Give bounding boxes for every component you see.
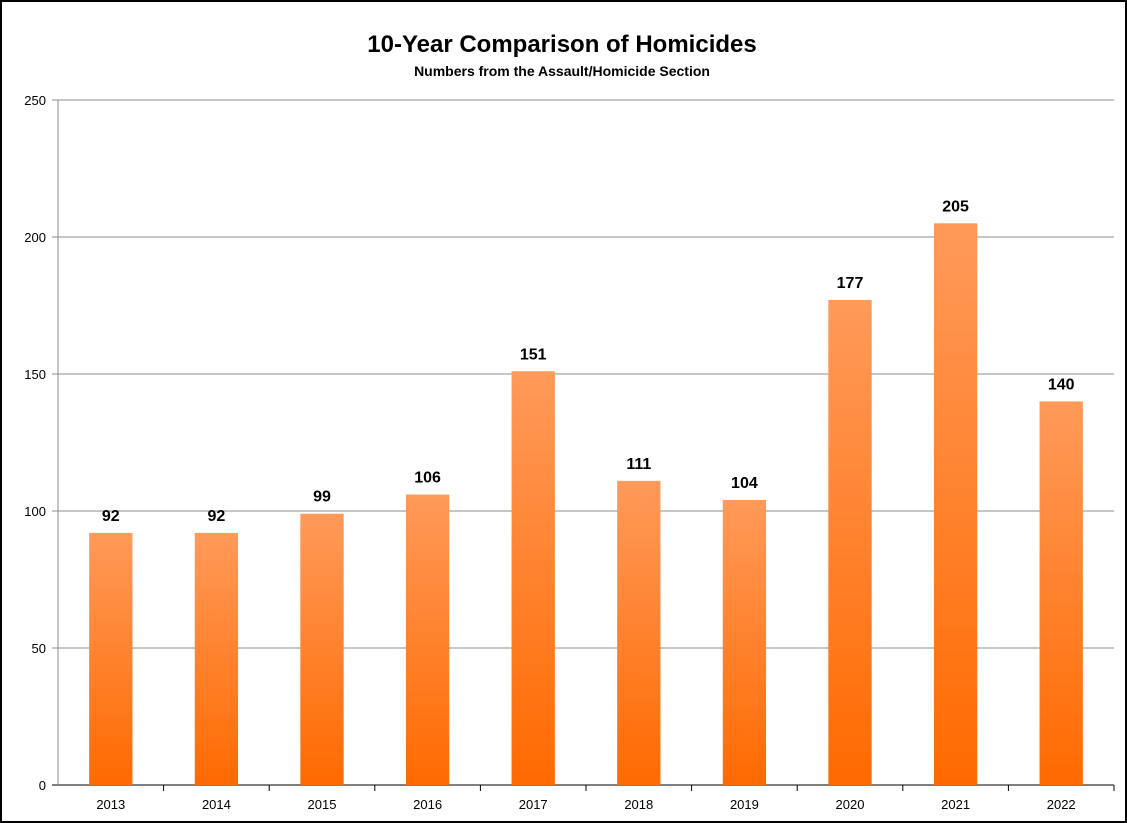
bar-2016	[405, 494, 450, 785]
bar-2017	[511, 371, 555, 785]
bar-2022	[1039, 401, 1083, 785]
x-tick-label: 2016	[413, 797, 442, 812]
y-tick-label: 250	[24, 93, 46, 108]
x-tick-label: 2018	[624, 797, 653, 812]
data-label-2017: 151	[520, 346, 547, 363]
y-tick-label: 0	[39, 778, 46, 793]
data-label-2020: 177	[837, 275, 864, 292]
data-label-2021: 205	[942, 198, 969, 215]
x-tick-label: 2014	[202, 797, 231, 812]
x-tick-label: 2020	[836, 797, 865, 812]
data-label-2016: 106	[414, 470, 441, 487]
x-axis-ticks: 2013 2014 2015 2016 2017 2018 2019 2020 2021 2022	[96, 785, 1115, 812]
bar-2020	[828, 300, 872, 785]
data-label-2015: 99	[313, 489, 331, 506]
data-label-2022: 140	[1048, 376, 1075, 393]
data-label-2018: 111	[626, 456, 651, 473]
bar-2018	[617, 480, 661, 785]
bar-2015	[300, 513, 344, 785]
data-label-2019: 104	[731, 475, 758, 492]
y-tick-label: 50	[32, 641, 46, 656]
y-tick-label: 100	[24, 504, 46, 519]
data-label-2013: 92	[102, 508, 120, 525]
x-tick-label: 2015	[308, 797, 337, 812]
bars	[89, 223, 1083, 786]
chart-subtitle: Numbers from the Assault/Homicide Sectio…	[414, 63, 710, 79]
y-axis-ticks: 0 50 100 150 200 250	[24, 93, 46, 793]
data-label-2014: 92	[208, 508, 226, 525]
x-tick-label: 2019	[730, 797, 759, 812]
x-tick-label: 2021	[941, 797, 970, 812]
data-labels: 92 92 99 106 151 111 104 177 205 140	[102, 198, 1075, 525]
x-tick-label: 2017	[519, 797, 548, 812]
chart-title: 10-Year Comparison of Homicides	[367, 31, 756, 58]
y-tick-label: 150	[24, 367, 46, 382]
x-tick-label: 2013	[96, 797, 125, 812]
x-tick-label: 2022	[1047, 797, 1076, 812]
bar-2021	[933, 223, 978, 786]
y-tick-label: 200	[24, 230, 46, 245]
bar-2019	[722, 500, 767, 785]
bar-2013	[89, 532, 133, 785]
bar-2014	[194, 532, 239, 785]
